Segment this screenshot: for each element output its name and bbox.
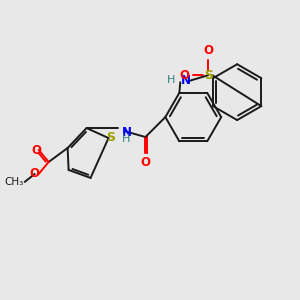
Text: CH₃: CH₃	[4, 177, 24, 187]
Text: S: S	[204, 69, 213, 82]
Text: O: O	[203, 44, 213, 57]
Text: O: O	[32, 143, 42, 157]
Text: S: S	[106, 130, 115, 143]
Text: O: O	[30, 167, 40, 180]
Text: N: N	[122, 125, 131, 139]
Text: H: H	[122, 134, 130, 144]
Text: H: H	[167, 75, 175, 85]
Text: N: N	[181, 74, 191, 87]
Text: O: O	[140, 156, 150, 169]
Text: O: O	[179, 69, 189, 82]
